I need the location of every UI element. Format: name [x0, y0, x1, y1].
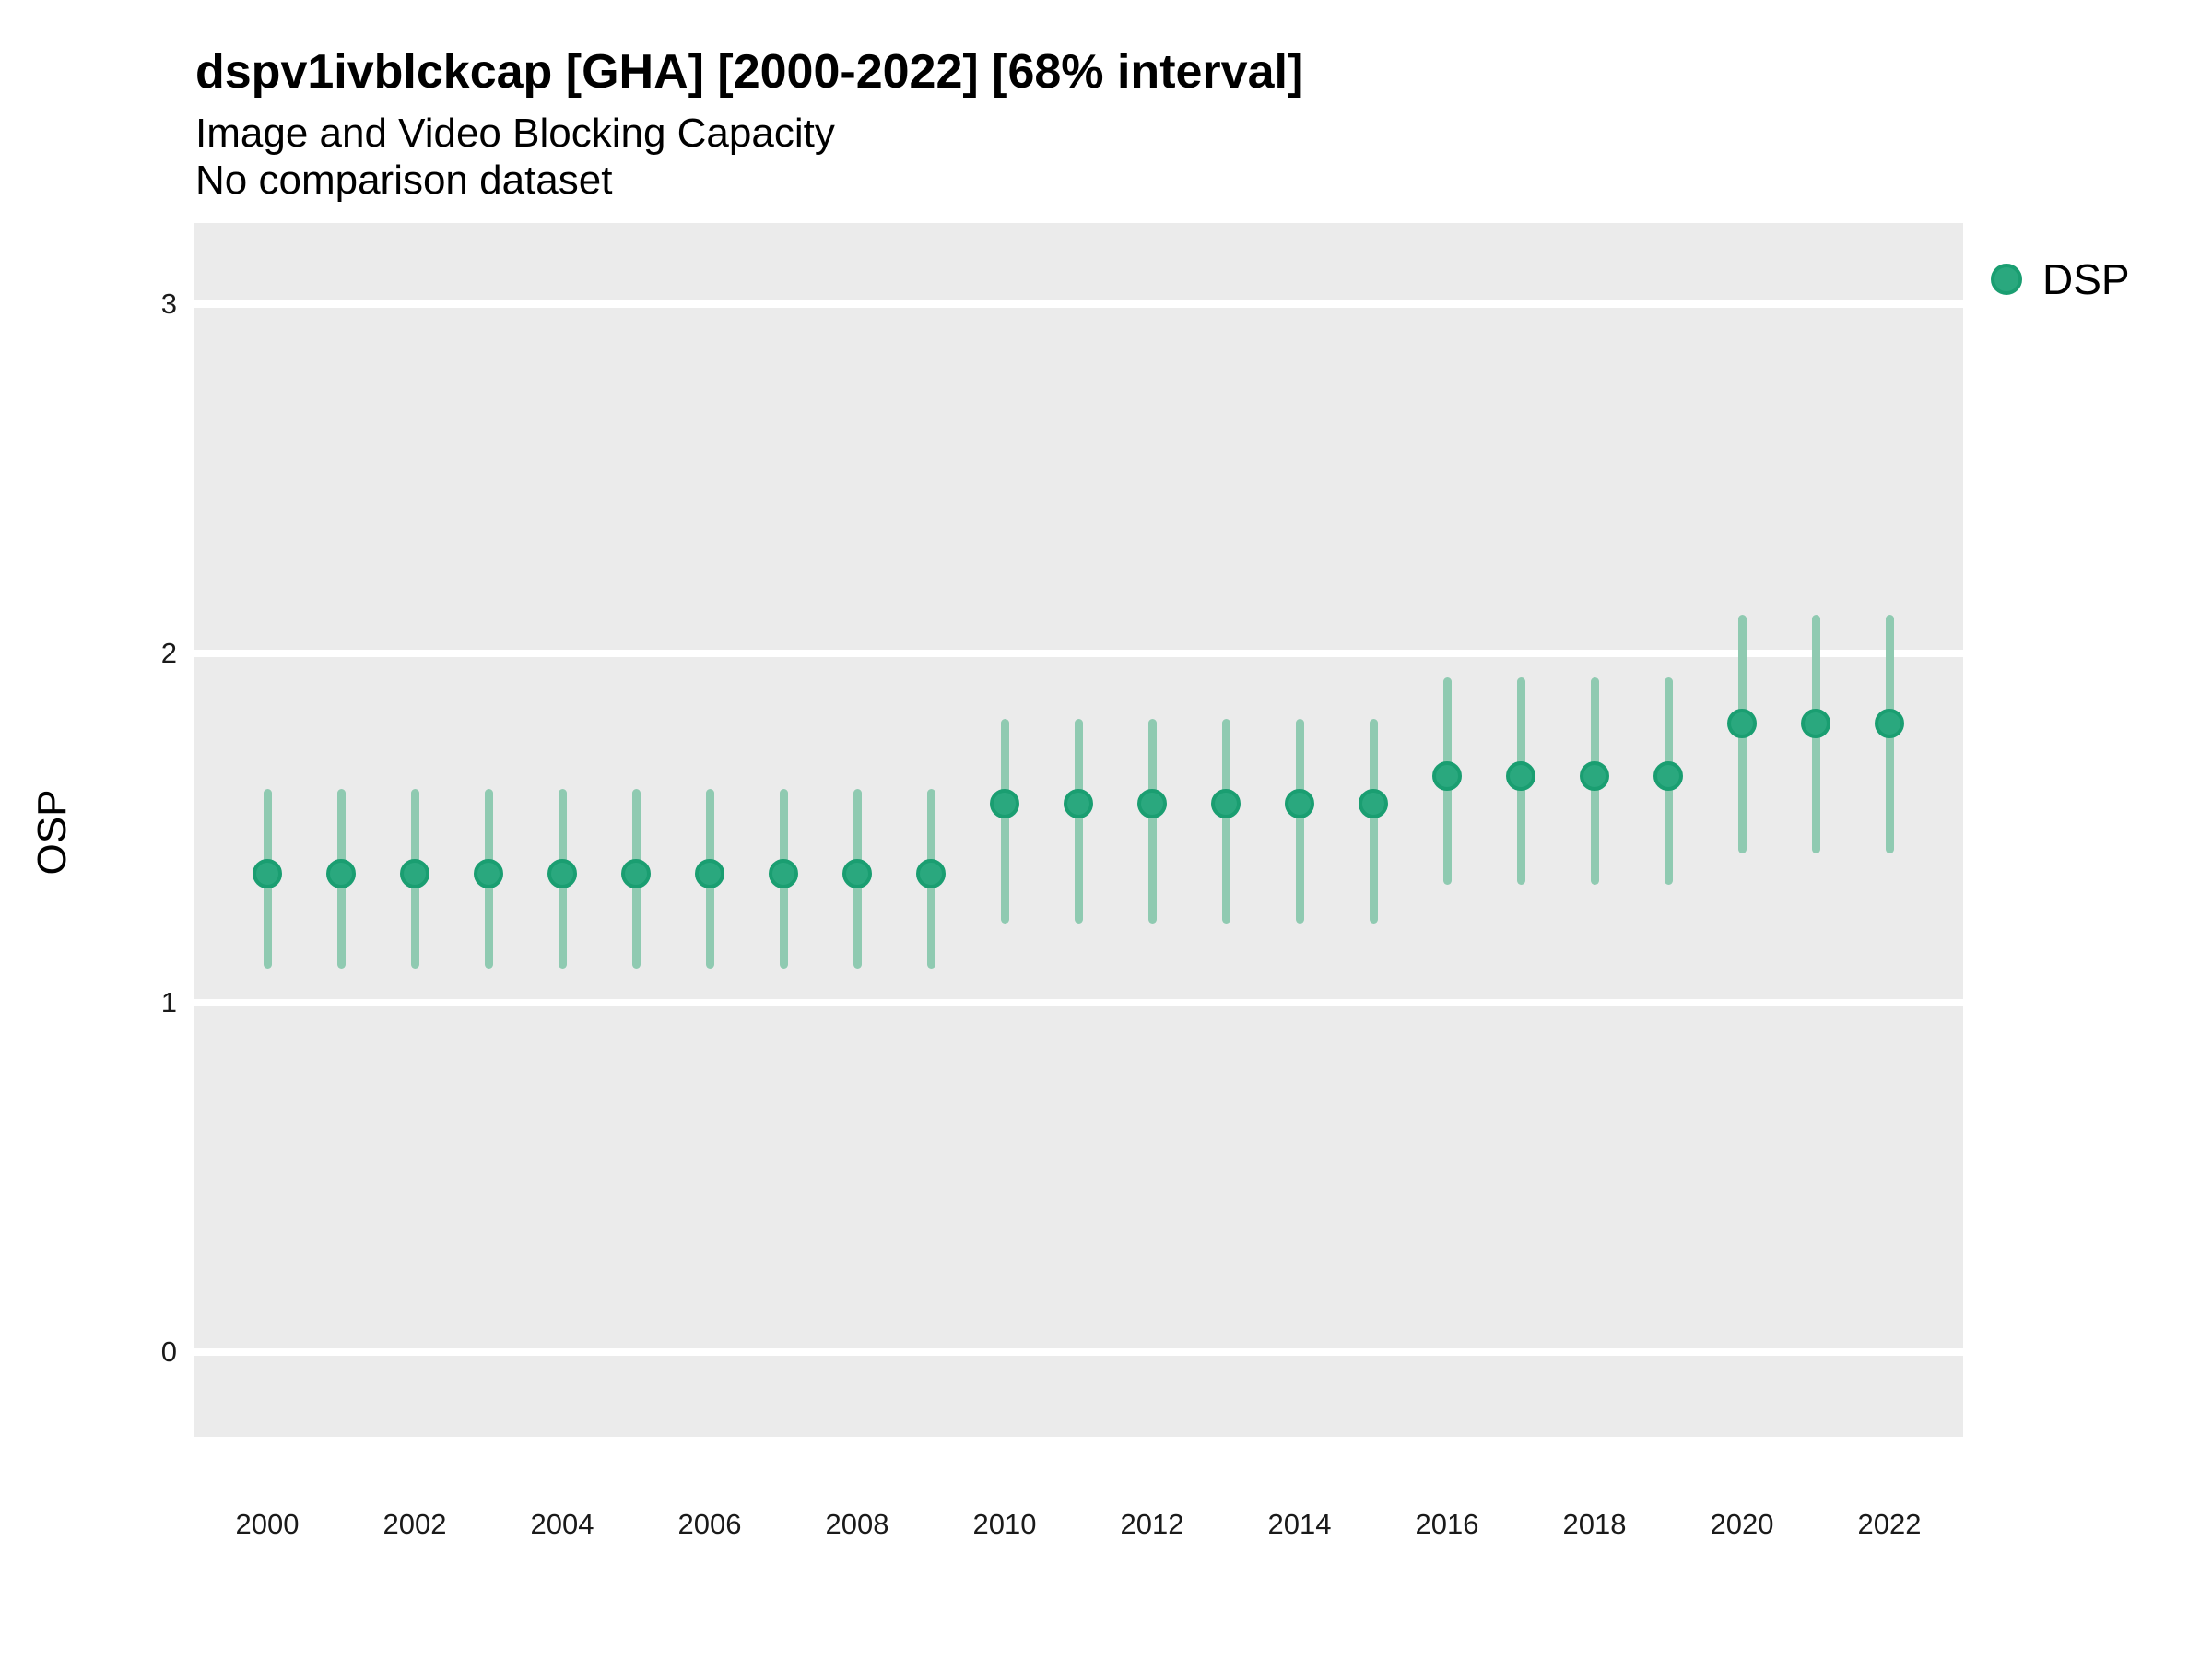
data-point: [474, 858, 503, 888]
x-tick-label: 2018: [1562, 1508, 1627, 1540]
y-tick-label: 1: [160, 986, 177, 1018]
interval-bar: [1295, 719, 1304, 924]
data-point: [621, 858, 651, 888]
data-point: [695, 858, 724, 888]
interval-bar: [1000, 719, 1009, 924]
legend: DSP: [1991, 254, 2130, 304]
interval-bar: [1221, 719, 1230, 924]
x-tick-label: 2006: [677, 1508, 742, 1540]
data-point: [253, 858, 282, 888]
data-point: [769, 858, 798, 888]
data-point: [547, 858, 577, 888]
gridline-y-3: [194, 300, 1963, 308]
data-point: [1727, 708, 1757, 738]
data-point: [1580, 760, 1609, 791]
data-point: [1285, 788, 1314, 818]
chart-subtitle: Image and Video Blocking Capacity: [195, 111, 835, 156]
x-tick-label: 2020: [1710, 1508, 1774, 1540]
x-tick-label: 2008: [825, 1508, 889, 1540]
y-tick-label: 2: [160, 637, 177, 669]
chart-title: dspv1ivblckcap [GHA] [2000-2022] [68% in…: [195, 45, 1304, 99]
y-tick-label: 0: [160, 1335, 177, 1368]
x-tick-label: 2000: [235, 1508, 300, 1540]
y-axis-title: OSP: [29, 789, 75, 876]
data-point: [400, 858, 429, 888]
chart-subtitle-note: No comparison dataset: [195, 158, 613, 203]
data-point: [1211, 788, 1241, 818]
data-point: [1506, 760, 1535, 791]
x-tick-label: 2012: [1120, 1508, 1184, 1540]
data-point: [1653, 760, 1683, 791]
x-tick-label: 2002: [382, 1508, 447, 1540]
data-point: [1801, 708, 1830, 738]
data-point: [1359, 788, 1388, 818]
data-point: [326, 858, 356, 888]
data-point: [916, 858, 946, 888]
legend-label: DSP: [2042, 255, 2130, 303]
y-tick-label: 3: [160, 288, 177, 320]
data-point: [1137, 788, 1167, 818]
legend-point-icon: [1991, 264, 2022, 295]
x-tick-label: 2010: [972, 1508, 1037, 1540]
x-tick-label: 2014: [1267, 1508, 1332, 1540]
x-axis-tick-labels: 2000 2002 2004 2006 2008 2010 2012 2014 2016 2018…: [0, 1508, 2212, 1548]
data-point: [1875, 708, 1904, 738]
y-axis-tick-labels: 3 2 1 0: [0, 0, 177, 1659]
x-tick-label: 2004: [530, 1508, 594, 1540]
x-tick-label: 2016: [1415, 1508, 1479, 1540]
gridline-y-2: [194, 650, 1963, 657]
data-point: [990, 788, 1019, 818]
x-tick-label: 2022: [1857, 1508, 1922, 1540]
data-point: [1432, 760, 1462, 791]
gridline-y-1: [194, 999, 1963, 1006]
interval-bar: [1147, 719, 1157, 924]
interval-bar: [1369, 719, 1378, 924]
gridline-y-0: [194, 1348, 1963, 1356]
data-point: [1064, 788, 1093, 818]
data-point: [842, 858, 872, 888]
interval-bar: [1074, 719, 1083, 924]
